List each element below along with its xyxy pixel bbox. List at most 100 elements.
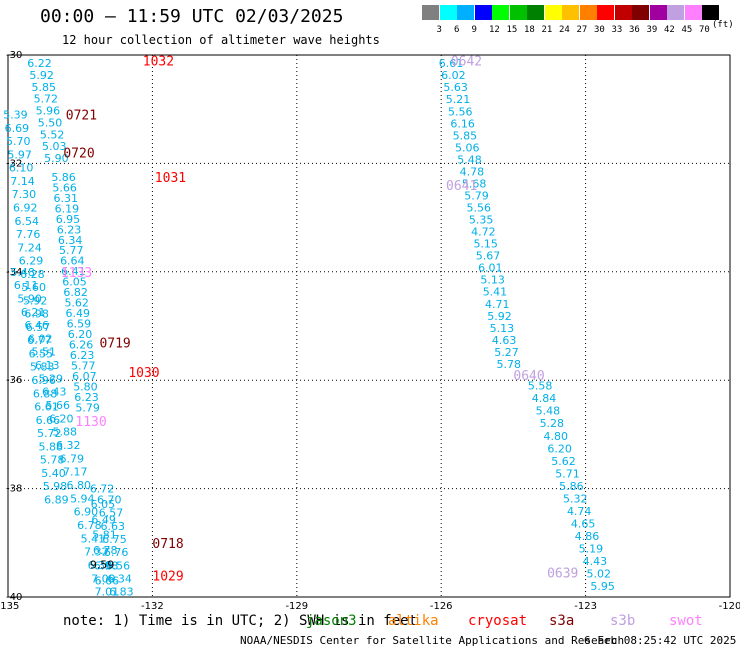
wave-height-value: 5.19 [579, 543, 604, 556]
wave-height-value: 5.03 [42, 140, 67, 153]
pass-time-label: 0640 [513, 369, 544, 384]
color-scale-label: 24 [559, 25, 570, 35]
wave-height-value: 6.01 [478, 262, 503, 275]
wave-height-value: 4.74 [567, 505, 592, 518]
color-scale-label: 30 [594, 25, 605, 35]
wave-height-value: 6.98 [94, 559, 119, 572]
page-subtitle: 12 hour collection of altimeter wave hei… [62, 33, 380, 47]
wave-height-value: 5.70 [6, 135, 31, 148]
wave-height-value: 5.79 [75, 401, 100, 414]
color-scale-label: 18 [524, 25, 535, 35]
wave-height-value: 5.48 [10, 266, 35, 279]
pass-time-label: 1130 [75, 415, 106, 430]
color-swatch [562, 5, 579, 20]
wave-height-value: 5.40 [41, 467, 66, 480]
wave-height-value: 6.34 [107, 572, 132, 585]
map-frame [7, 54, 731, 598]
wave-height-value: 6.39 [88, 559, 113, 572]
wave-height-value: 7.24 [17, 241, 42, 254]
wave-height-value: 6.69 [5, 122, 30, 135]
wave-height-value: 5.83 [30, 361, 55, 374]
lat-tick-label: -38 [6, 484, 22, 495]
color-scale-label: 6 [454, 25, 460, 35]
wave-height-value: 5.90 [17, 292, 41, 305]
wave-height-value: 7.76 [16, 228, 41, 241]
wave-height-value: 5.90 [44, 152, 69, 165]
wave-height-value: 5.32 [563, 492, 588, 505]
color-scale-label: 27 [576, 25, 588, 35]
color-scale-unit: (ft) [712, 20, 734, 30]
wave-height-value: 5.88 [38, 440, 63, 453]
wave-height-value: 5.58 [528, 380, 553, 393]
wave-height-value: 6.76 [104, 546, 128, 559]
lon-tick-label: -123 [574, 601, 597, 612]
wave-height-value: 6.41 [61, 265, 85, 278]
wave-height-value: 6.57 [26, 321, 51, 334]
wave-height-value: 5.86 [51, 171, 76, 184]
wave-height-value: 6.49 [91, 513, 116, 526]
wave-height-value: 5.71 [555, 467, 580, 480]
pass-time-label: 0721 [66, 109, 97, 124]
wave-height-value: 5.98 [43, 480, 68, 493]
wave-height-value: 6.02 [28, 332, 52, 345]
pass-time-label: 0720 [63, 147, 94, 162]
lon-tick-label: -120 [719, 601, 740, 612]
lat-tick-label: -32 [6, 158, 22, 169]
color-swatch [684, 5, 702, 20]
wave-height-value: 6.89 [44, 493, 69, 506]
satellite-label-s3b: s3b [610, 613, 636, 629]
wave-height-value: 6.28 [20, 268, 45, 281]
lat-tick-label: -40 [6, 592, 22, 603]
wave-height-value: 4.72 [471, 226, 496, 239]
wave-height-value: 6.83 [109, 586, 134, 599]
wave-height-value: 5.13 [490, 322, 515, 335]
wave-height-value: 5.67 [476, 250, 501, 263]
wave-height-value: 5.41 [483, 286, 508, 299]
lat-tick-label: -30 [6, 50, 22, 61]
satellite-label-jason3: jason3 [306, 613, 357, 629]
page-title: 00:00 – 11:59 UTC 02/03/2025 [40, 6, 344, 27]
color-scale-label: 70 [699, 25, 710, 35]
wave-height-value: 6.05 [62, 276, 87, 289]
satellite-label-cryosat: cryosat [468, 613, 528, 629]
color-scale-label: 39 [646, 25, 658, 35]
wave-height-value: 9.59 [90, 558, 115, 571]
color-swatch [457, 5, 474, 20]
wave-height-value: 6.07 [72, 370, 97, 383]
wave-height-value: 5.86 [559, 480, 584, 493]
wave-height-value: 5.48 [457, 153, 482, 166]
wave-height-value: 5.62 [551, 455, 576, 468]
color-swatch [439, 5, 457, 20]
color-scale-label: 45 [681, 25, 693, 35]
wave-height-value: 6.70 [97, 493, 122, 506]
pass-time-label: 1031 [155, 171, 186, 186]
wave-height-value: 5.96 [36, 105, 61, 118]
wave-height-value: 6.20 [49, 412, 74, 425]
wave-height-value: 6.46 [24, 319, 49, 332]
wave-height-value: 4.65 [571, 517, 596, 530]
wave-height-value: 5.88 [53, 426, 77, 439]
wave-height-value: 5.60 [22, 281, 47, 294]
wave-height-value: 6.96 [31, 374, 56, 387]
wave-height-value: 5.62 [64, 297, 89, 310]
wave-height-value: 6.56 [106, 559, 131, 572]
wave-height-value: 6.13 [35, 359, 60, 372]
color-swatch [632, 5, 649, 20]
wave-height-value: 5.92 [487, 310, 512, 323]
wave-height-value: 5.85 [31, 81, 56, 94]
wave-height-value: 6.61 [439, 57, 464, 70]
lon-tick-label: -135 [0, 601, 19, 612]
lon-tick-label: -129 [285, 601, 308, 612]
wave-height-value: 5.21 [446, 93, 471, 106]
lon-tick-label: -126 [430, 601, 453, 612]
wave-height-value: 5.28 [540, 417, 565, 430]
wave-height-value: 7.17 [63, 466, 88, 479]
wave-height-value: 5.78 [40, 454, 64, 467]
wave-height-value: 5.97 [7, 148, 32, 161]
wave-height-value: 5.77 [71, 359, 96, 372]
color-swatch [702, 5, 719, 20]
wave-height-value: 5.81 [92, 529, 117, 542]
footer-date: 6 Feb 08:25:42 UTC 2025 [584, 634, 737, 647]
wave-height-value: 6.57 [99, 507, 124, 520]
wave-height-value: 5.27 [494, 346, 519, 359]
